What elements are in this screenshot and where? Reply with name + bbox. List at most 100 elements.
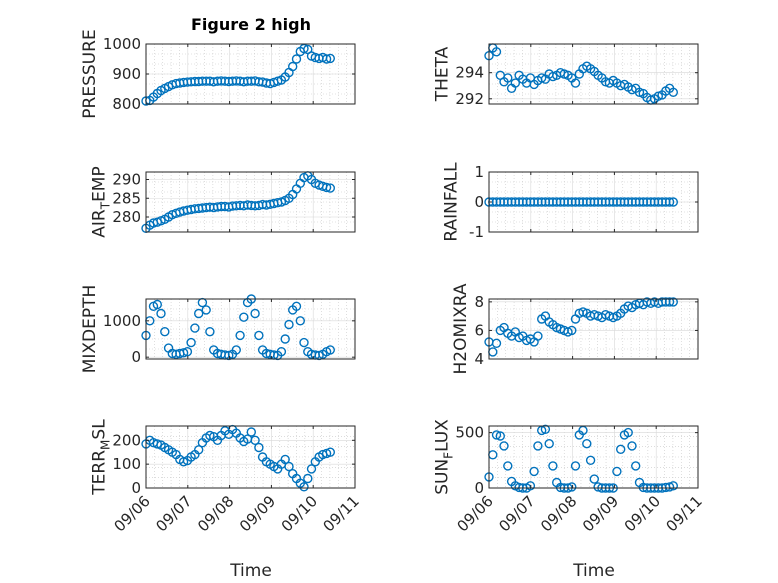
data-point [664, 197, 675, 207]
x-axis-label-left: Time [229, 561, 272, 581]
y-tick-label: 290 [112, 171, 141, 189]
data-point [276, 347, 287, 357]
data-point [548, 461, 558, 471]
data-point [525, 481, 536, 491]
y-tick-label: -1 [469, 223, 484, 241]
data-point [235, 330, 245, 341]
data-point [239, 312, 249, 322]
x-tick-label: 09/08 [537, 492, 580, 535]
y-tick-label: 292 [455, 90, 484, 108]
data-point [540, 424, 551, 434]
data-point [529, 466, 539, 477]
data-point [246, 427, 257, 437]
data-point [280, 334, 290, 344]
data-point [533, 331, 543, 341]
data-point [231, 345, 242, 355]
data-point [668, 197, 678, 207]
x-tick-label: 09/11 [663, 492, 706, 535]
y-tick-label: 800 [112, 95, 141, 113]
y-tick-label: 0 [131, 348, 141, 366]
data-point [254, 442, 264, 453]
data-point [299, 482, 309, 492]
data-point [299, 337, 309, 348]
y-axis-label: SUNFLUX [432, 419, 455, 495]
data-point [668, 297, 678, 307]
data-point [280, 454, 290, 465]
data-point [306, 464, 317, 474]
data-point [295, 316, 305, 326]
data-point [488, 450, 498, 460]
data-point [291, 301, 302, 311]
data-point [178, 457, 189, 467]
y-axis-label: TERRMSL [89, 419, 112, 496]
data-point [291, 54, 302, 64]
x-tick-label: 09/06 [111, 492, 154, 535]
axes-frame [145, 171, 356, 233]
data-point [160, 327, 170, 337]
data-point [491, 338, 502, 348]
y-tick-label: 1000 [103, 35, 141, 53]
data-point [616, 444, 626, 454]
data-point [284, 461, 294, 472]
axes-frame [145, 298, 356, 360]
data-point [510, 78, 520, 88]
y-tick-label: 4 [474, 350, 484, 368]
data-point [295, 178, 305, 189]
data-point [668, 87, 678, 98]
data-point [612, 466, 622, 477]
x-tick-label: 09/10 [621, 492, 664, 535]
data-point [627, 441, 637, 451]
y-tick-label: 280 [112, 208, 141, 226]
data-point [570, 461, 581, 471]
y-tick-label: 0 [131, 479, 141, 497]
data-point [190, 323, 200, 333]
x-tick-label: 09/09 [236, 492, 279, 535]
data-point [623, 427, 633, 438]
y-tick-label: 0 [474, 479, 484, 497]
data-point [303, 473, 313, 484]
data-point [193, 445, 204, 455]
y-tick-label: 0 [474, 193, 484, 211]
data-point [664, 482, 675, 492]
y-tick-label: 294 [455, 64, 484, 82]
data-point [156, 308, 166, 319]
data-point [495, 431, 505, 441]
x-tick-label: 09/10 [278, 492, 321, 535]
data-point [503, 461, 513, 471]
data-point [321, 54, 332, 64]
x-tick-label: 09/09 [579, 492, 622, 535]
data-point [178, 348, 189, 358]
data-point [499, 441, 509, 451]
data-point [250, 435, 260, 445]
data-point [567, 482, 577, 492]
data-point [288, 61, 298, 72]
data-point [491, 430, 502, 440]
y-axis-label: RAINFALL [442, 162, 462, 242]
x-tick-label: 09/06 [454, 492, 497, 535]
x-tick-label: 09/08 [194, 492, 237, 535]
y-tick-label: 1 [474, 163, 484, 181]
y-tick-label: 100 [112, 455, 141, 473]
data-point [201, 305, 211, 315]
data-point [250, 308, 260, 319]
data-point [582, 439, 592, 449]
data-point [585, 455, 596, 465]
subplot-rainfall: -1 0 1 RAINFALL [442, 162, 699, 242]
y-axis-label: THETA [432, 46, 452, 102]
data-point [631, 461, 641, 471]
data-point [325, 183, 335, 193]
data-point [205, 327, 215, 337]
data-point [186, 337, 196, 348]
data-point [325, 53, 335, 64]
data-point [668, 481, 678, 491]
y-axis-label: MIXDEPTH [80, 285, 100, 374]
axes-frame [488, 43, 699, 105]
data-point [664, 297, 675, 307]
